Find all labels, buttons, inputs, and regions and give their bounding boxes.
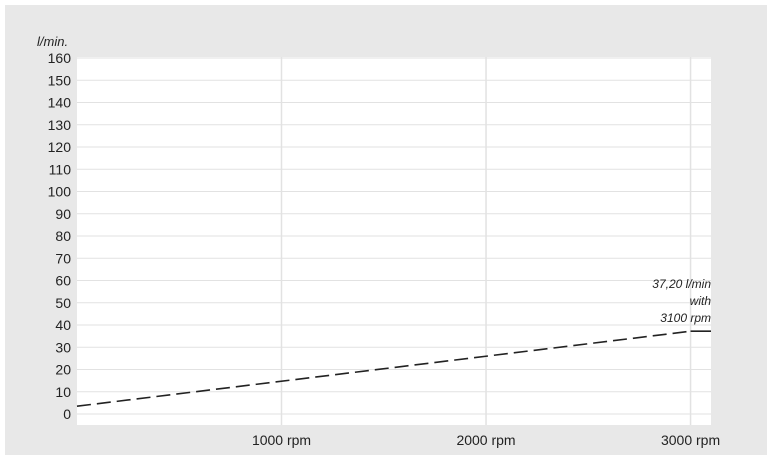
annotation-line: 37,20 l/min (652, 277, 711, 291)
plot-area (77, 57, 711, 425)
y-axis-label: l/min. (37, 34, 68, 49)
y-tick-label: 50 (55, 295, 71, 311)
y-tick-label: 0 (63, 406, 71, 422)
y-tick-label: 40 (55, 317, 71, 333)
y-tick-label: 100 (48, 184, 72, 200)
y-tick-label: 60 (55, 273, 71, 289)
y-axis-ticks: 0 10 20 30 40 50 60 70 80 90 100 110 120 130 140 150 160 (48, 50, 72, 422)
flow-line-dashed (76, 330, 691, 408)
x-tick-label: 2000 rpm (456, 432, 515, 448)
annotation-line: with (690, 294, 712, 308)
y-tick-label: 160 (48, 50, 72, 66)
series-group (76, 330, 711, 408)
y-tick-label: 150 (48, 72, 72, 88)
y-tick-label: 10 (55, 384, 71, 400)
y-tick-label: 90 (55, 206, 71, 222)
x-axis-ticks: 1000 rpm 2000 rpm 3000 rpm (252, 432, 720, 448)
y-tick-label: 120 (48, 139, 72, 155)
y-tick-label: 110 (49, 161, 72, 177)
y-tick-label: 140 (48, 95, 72, 111)
grid-lines (77, 57, 711, 425)
x-tick-label: 1000 rpm (252, 432, 311, 448)
y-tick-label: 30 (55, 339, 71, 355)
y-tick-label: 130 (48, 117, 72, 133)
y-tick-label: 70 (55, 250, 71, 266)
annotation: 37,20 l/min with 3100 rpm (652, 277, 711, 325)
x-tick-label: 3000 rpm (661, 432, 720, 448)
annotation-line: 3100 rpm (660, 311, 711, 325)
y-tick-label: 80 (55, 228, 71, 244)
y-tick-label: 20 (55, 362, 71, 378)
